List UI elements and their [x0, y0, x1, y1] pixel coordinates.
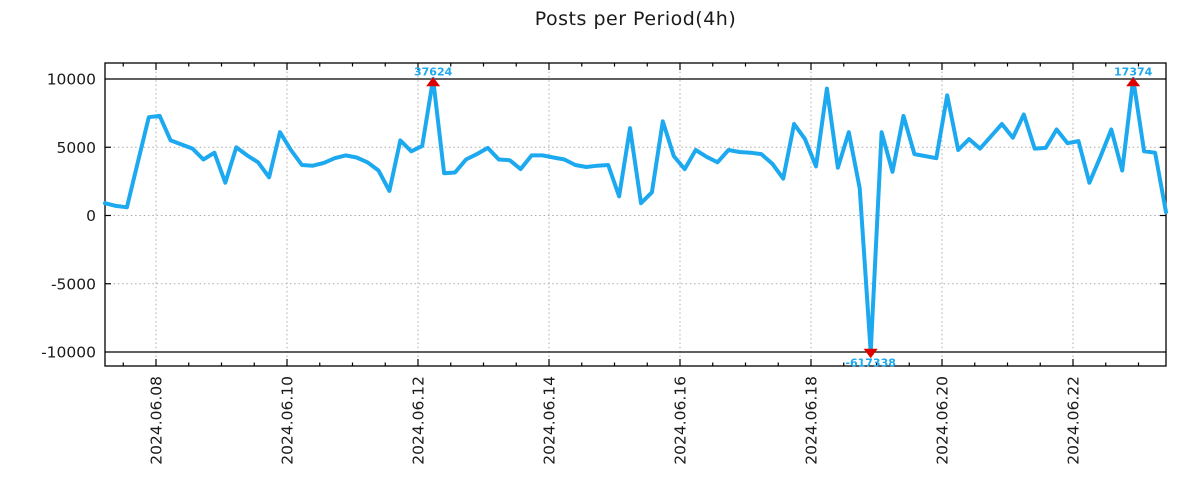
y-tick-label: 10000 — [47, 71, 96, 89]
y-tick-label: 0 — [86, 207, 96, 225]
y-tick-label: -5000 — [51, 275, 96, 293]
x-tick-label: 2024.06.18 — [803, 376, 821, 465]
axis-frame — [104, 62, 1167, 367]
x-tick-label: 2024.06.12 — [410, 376, 428, 465]
y-tick-label: 5000 — [57, 139, 96, 157]
data-series-line — [103, 77, 1168, 354]
spike-marker-up-icon — [1126, 77, 1141, 87]
x-tick-label: 2024.06.22 — [1065, 376, 1083, 465]
spike-marker-up-icon — [426, 77, 441, 87]
spike-annotation: 37624 — [414, 66, 453, 79]
spike-annotation: 17374 — [1114, 66, 1153, 79]
x-tick-label: 2024.06.16 — [672, 376, 690, 465]
x-tick-label: 2024.06.08 — [148, 376, 166, 465]
x-tick-label: 2024.06.20 — [934, 376, 952, 465]
spike-annotation: -617338 — [845, 357, 896, 370]
x-tick-label: 2024.06.14 — [541, 376, 559, 465]
chart-title: Posts per Period(4h) — [534, 8, 737, 30]
y-tick-label: -10000 — [41, 344, 96, 362]
x-tick-label: 2024.06.10 — [279, 376, 297, 465]
spike-marker-down-icon — [863, 348, 878, 359]
